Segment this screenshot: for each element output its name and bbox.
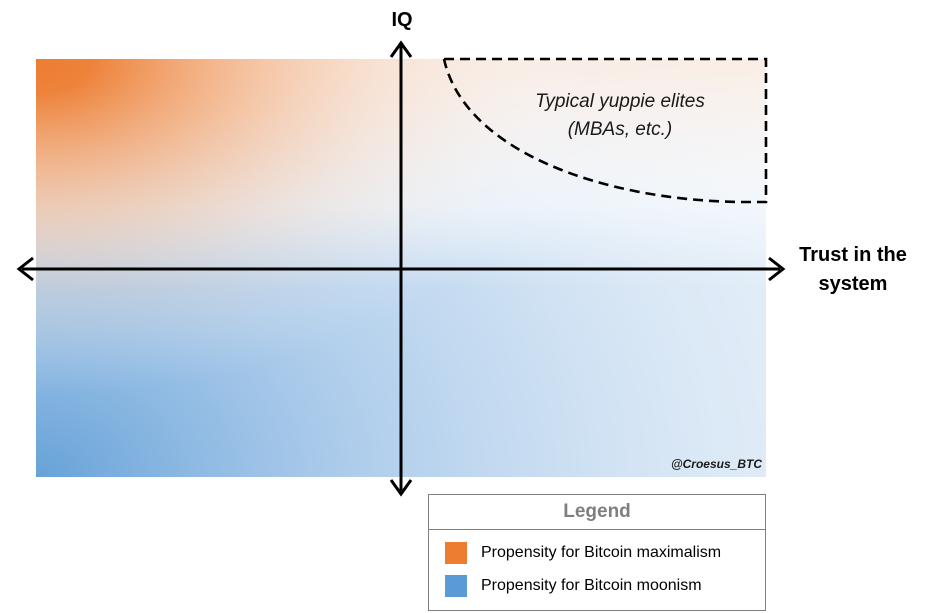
y-axis-bottom-arrowhead <box>389 479 413 497</box>
yuppie-region-label-line1: Typical yuppie elites <box>535 91 705 112</box>
x-axis-label: Trust in the system <box>788 241 918 299</box>
legend-title: Legend <box>429 495 765 530</box>
legend-swatch-blue <box>445 575 467 597</box>
x-axis-right-arrowhead <box>768 256 786 282</box>
x-axis-label-line1: Trust in the <box>799 244 907 266</box>
y-axis-label: IQ <box>391 9 413 31</box>
legend-item-maximalism: Propensity for Bitcoin maximalism <box>445 542 721 564</box>
legend: Legend Propensity for Bitcoin maximalism… <box>428 494 766 611</box>
yuppie-region-label-line2: (MBAs, etc.) <box>567 119 673 140</box>
y-axis-top-arrowhead <box>389 40 413 58</box>
x-axis-label-line2: system <box>818 273 888 295</box>
author-watermark: @Croesus_BTC <box>670 457 762 471</box>
legend-item-moonism: Propensity for Bitcoin moonism <box>445 575 702 597</box>
legend-swatch-orange <box>445 542 467 564</box>
legend-item-label: Propensity for Bitcoin maximalism <box>481 544 722 561</box>
x-axis-left-arrowhead <box>16 256 34 282</box>
legend-item-label: Propensity for Bitcoin moonism <box>481 577 702 594</box>
yuppie-region-label: Typical yuppie elites (MBAs, etc.) <box>500 88 740 144</box>
